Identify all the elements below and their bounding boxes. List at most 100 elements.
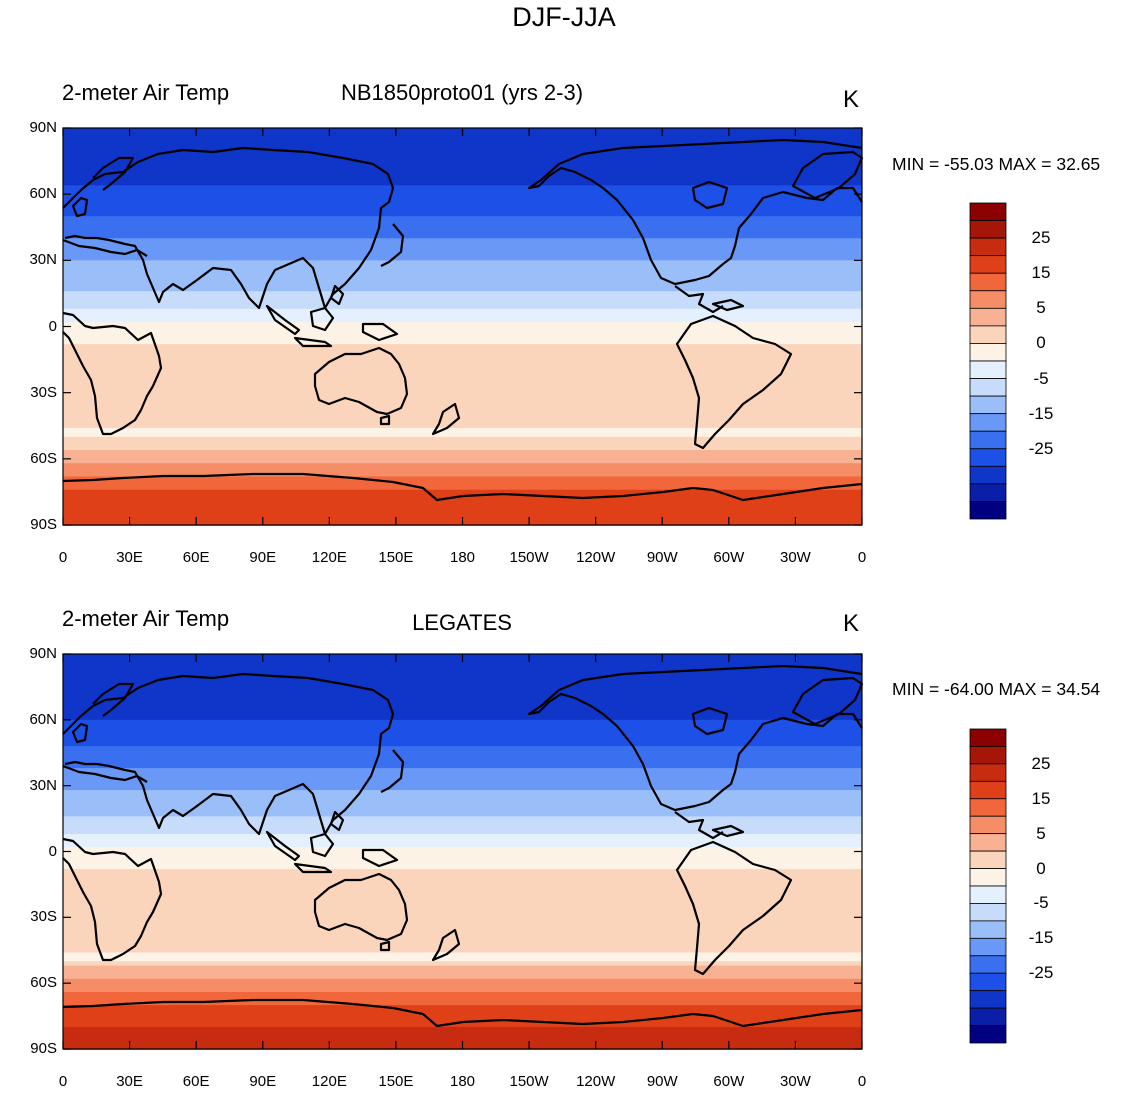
temperature-band	[63, 423, 862, 429]
temperature-band	[63, 956, 862, 963]
colorbar-swatch	[969, 430, 1007, 450]
temperature-band	[63, 251, 862, 257]
africa-coastline	[62, 837, 163, 962]
temperature-band	[63, 1000, 862, 1006]
temperature-band	[63, 939, 862, 945]
temperature-band	[63, 1009, 862, 1015]
lon-tick-label: 60E	[182, 1073, 210, 1090]
temperature-band	[63, 207, 862, 213]
temperature-band	[63, 895, 862, 901]
temperature-band	[63, 711, 862, 717]
colorbar-swatch	[969, 395, 1007, 415]
temperature-band	[63, 167, 862, 173]
colorbar-swatch	[969, 360, 1007, 379]
lon-tick-label: 30W	[779, 1073, 811, 1090]
temperature-band	[63, 339, 862, 345]
temperature-band	[63, 737, 862, 743]
colorbar-swatch	[969, 903, 1007, 922]
temperature-band	[63, 194, 862, 200]
temperature-band	[63, 662, 862, 668]
colorbar-swatch	[969, 780, 1007, 800]
sumatra-coastline	[265, 830, 301, 862]
borneo-coastline	[309, 306, 335, 332]
temperature-band	[63, 436, 862, 442]
lon-tick-label: 120W	[576, 1073, 616, 1090]
temperature-band	[63, 379, 862, 385]
lon-tick-label: 180	[449, 1073, 476, 1090]
temperature-band	[63, 511, 862, 517]
temperature-band	[63, 472, 862, 478]
temperature-band	[63, 304, 862, 310]
temperature-band	[63, 798, 862, 805]
lat-tick-label: 90N	[29, 645, 57, 662]
temperature-band	[63, 366, 862, 372]
colorbar-label: -5	[1033, 368, 1049, 388]
temperature-band	[63, 220, 862, 226]
temperature-band	[63, 397, 862, 403]
temperature-band	[63, 869, 862, 875]
colorbar-label: -15	[1028, 403, 1054, 423]
temperature-band	[63, 300, 862, 306]
lat-tick-label: 0	[48, 842, 57, 860]
temperature-band	[63, 667, 862, 673]
colorbar-swatch	[969, 815, 1007, 835]
temperature-band	[63, 807, 862, 813]
philippines-coastline	[329, 284, 345, 306]
temperature-band	[63, 410, 862, 416]
temperature-band	[63, 860, 862, 866]
temperature-band	[63, 987, 862, 993]
panel2-units: K	[843, 610, 860, 637]
colorbar-swatch	[969, 955, 1007, 974]
colorbar-label: 15	[1031, 788, 1051, 808]
temperature-band	[63, 295, 862, 301]
temperature-band	[63, 269, 862, 275]
uk-coastline	[71, 722, 89, 744]
temperature-band	[63, 759, 862, 765]
temperature-band	[63, 851, 862, 857]
temperature-band	[63, 719, 862, 726]
temperature-band	[63, 348, 862, 354]
temperature-band	[63, 476, 862, 482]
temperature-band	[63, 405, 862, 412]
temperature-band	[63, 794, 862, 800]
colorbar-swatch	[969, 290, 1007, 309]
temperature-band	[63, 317, 862, 323]
temperature-band	[63, 706, 862, 712]
temperature-band	[63, 899, 862, 905]
temperature-band	[63, 507, 862, 513]
temperature-band	[63, 229, 862, 235]
temperature-band	[63, 908, 862, 914]
temperature-band	[63, 313, 862, 319]
panel2-center-title: LEGATES	[412, 610, 512, 635]
lat-tick-label: 30S	[30, 383, 57, 401]
temperature-band	[63, 326, 862, 332]
temperature-band	[63, 697, 862, 704]
caribbean-coastline	[711, 298, 745, 312]
temperature-band	[63, 211, 862, 218]
north-america-coastline	[527, 664, 863, 812]
mediterranean-coastline	[62, 238, 148, 257]
temperature-band	[63, 820, 862, 826]
colorbar-swatch	[969, 237, 1007, 257]
colorbar-label: -25	[1028, 438, 1054, 458]
hudson-coastline	[691, 706, 729, 736]
temperature-band	[63, 825, 862, 831]
panel2-map	[62, 653, 864, 1050]
colorbar-label: 15	[1031, 263, 1051, 283]
temperature-band	[63, 463, 862, 469]
temperature-band	[63, 357, 862, 363]
temperature-band	[63, 702, 862, 708]
temperature-band	[63, 441, 862, 447]
temperature-band	[63, 180, 862, 187]
colorbar-swatch	[969, 448, 1007, 467]
colorbar-swatch	[969, 325, 1007, 344]
temperature-band	[63, 216, 862, 222]
temperature-band	[63, 733, 862, 739]
colorbar-label: 0	[1036, 858, 1046, 878]
temperature-band	[63, 882, 862, 888]
lon-tick-label: 120E	[311, 549, 347, 566]
temperature-band	[63, 750, 862, 756]
temperature-band	[63, 176, 862, 182]
temperature-band	[63, 225, 862, 231]
newguinea-coastline	[361, 322, 399, 342]
